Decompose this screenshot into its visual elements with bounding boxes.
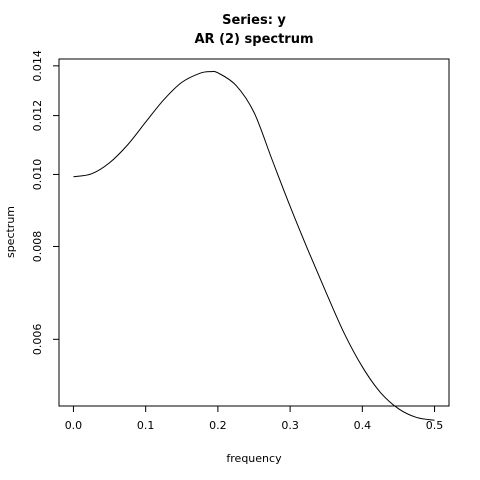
x-axis: 0.0 0.1 0.2 0.3 0.4 0.5 bbox=[65, 405, 444, 432]
y-tick-label: 0.014 bbox=[31, 50, 44, 82]
y-axis-label: spectrum bbox=[4, 206, 17, 258]
x-tick-label: 0.3 bbox=[281, 419, 299, 432]
x-tick-label: 0.1 bbox=[137, 419, 155, 432]
y-axis: 0.006 0.008 0.010 0.012 0.014 bbox=[31, 50, 60, 356]
x-tick-label: 0.2 bbox=[209, 419, 227, 432]
chart-subtitle: AR (2) spectrum bbox=[194, 32, 313, 47]
spectrum-line bbox=[73, 70, 435, 421]
y-tick-label: 0.008 bbox=[31, 231, 44, 263]
x-axis-label: frequency bbox=[226, 452, 282, 465]
chart-title: Series: y bbox=[222, 13, 286, 28]
y-tick-label: 0.010 bbox=[31, 159, 44, 191]
y-tick-label: 0.012 bbox=[31, 100, 44, 131]
y-tick-label: 0.006 bbox=[31, 324, 44, 356]
x-tick-label: 0.4 bbox=[354, 419, 372, 432]
x-tick-label: 0.5 bbox=[426, 419, 444, 432]
x-tick-label: 0.0 bbox=[65, 419, 83, 432]
